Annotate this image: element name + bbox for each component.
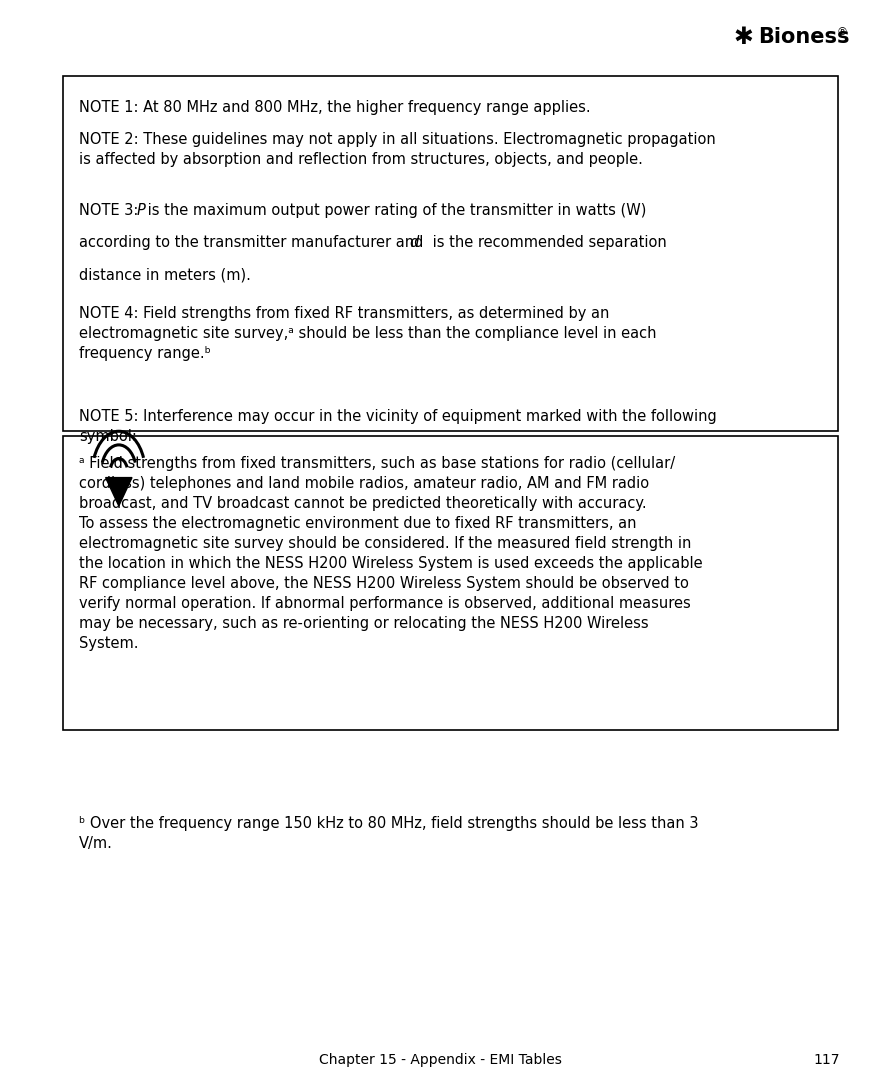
Polygon shape [106, 477, 132, 506]
Text: ✱: ✱ [734, 25, 753, 49]
Bar [63, 76, 838, 431]
Text: NOTE 5: Interference may occur in the vicinity of equipment marked with the foll: NOTE 5: Interference may occur in the vi… [79, 409, 717, 444]
Text: according to the transmitter manufacturer and  is the recommended separation: according to the transmitter manufacture… [79, 235, 667, 251]
Text: ®: ® [836, 26, 847, 37]
Text: P: P [136, 203, 145, 218]
Text: NOTE 4: Field strengths from fixed RF transmitters, as determined by an
electrom: NOTE 4: Field strengths from fixed RF tr… [79, 306, 656, 361]
Text: d: d [409, 235, 418, 251]
Text: NOTE 1: At 80 MHz and 800 MHz, the higher frequency range applies.: NOTE 1: At 80 MHz and 800 MHz, the highe… [79, 100, 590, 116]
Text: NOTE 3:  is the maximum output power rating of the transmitter in watts (W): NOTE 3: is the maximum output power rati… [79, 203, 647, 218]
Text: NOTE 2: These guidelines may not apply in all situations. Electromagnetic propag: NOTE 2: These guidelines may not apply i… [79, 132, 716, 167]
Text: Chapter 15 - Appendix - EMI Tables: Chapter 15 - Appendix - EMI Tables [319, 1053, 561, 1067]
Text: distance in meters (m).: distance in meters (m). [79, 267, 251, 282]
Text: 117: 117 [814, 1053, 840, 1067]
Text: Bioness: Bioness [759, 27, 850, 47]
Bar [63, 436, 838, 730]
Text: ᵃ Field strengths from fixed transmitters, such as base stations for radio (cell: ᵃ Field strengths from fixed transmitter… [79, 456, 703, 651]
Text: ᵇ Over the frequency range 150 kHz to 80 MHz, field strengths should be less tha: ᵇ Over the frequency range 150 kHz to 80… [79, 815, 699, 851]
